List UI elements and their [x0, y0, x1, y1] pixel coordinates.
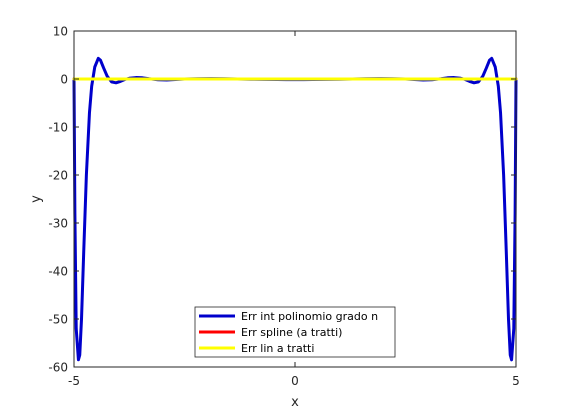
y-tick-label: -20	[48, 169, 68, 183]
y-tick-label: -10	[48, 121, 68, 135]
y-tick-label: -30	[48, 217, 68, 231]
legend-entry-poly: Err int polinomio grado n	[241, 310, 378, 323]
x-axis-label: x	[291, 395, 299, 410]
y-tick-label: -50	[48, 313, 68, 327]
y-axis-label: y	[29, 195, 44, 203]
y-tick-label: -60	[48, 361, 68, 375]
legend-entry-spline: Err spline (a tratti)	[241, 326, 342, 339]
y-tick-label: -40	[48, 265, 68, 279]
y-tick-label: 0	[60, 73, 68, 87]
legend: Err int polinomio grado n Err spline (a …	[194, 306, 396, 358]
legend-entry-linear: Err lin a tratti	[241, 342, 314, 355]
x-tick-label: 0	[291, 374, 299, 388]
y-tick-label: 10	[53, 25, 68, 39]
series-layer	[72, 56, 518, 362]
x-tick-label: 5	[512, 374, 520, 388]
x-tick-label: -5	[68, 374, 80, 388]
